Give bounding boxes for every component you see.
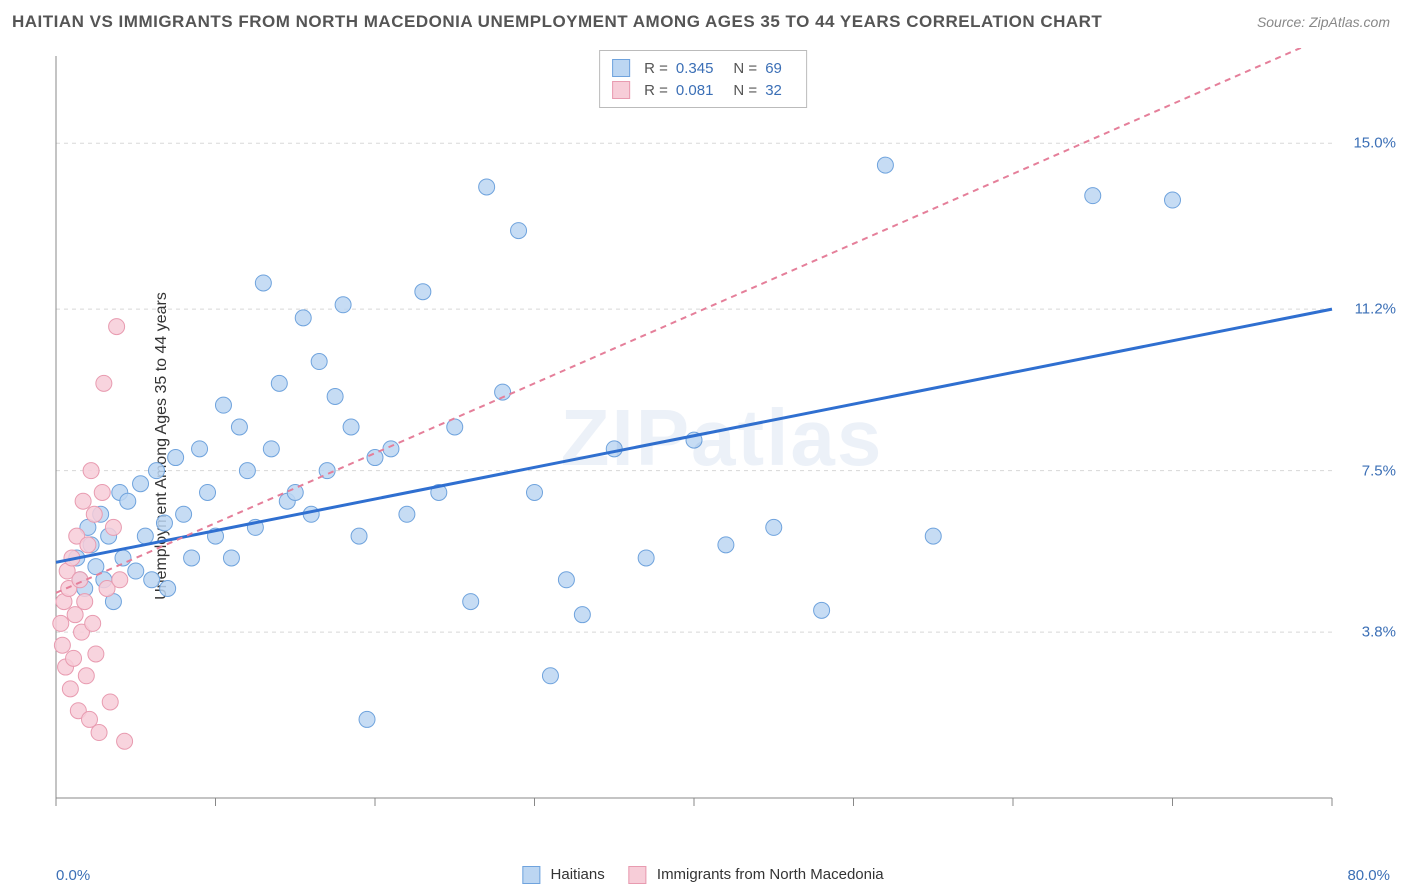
legend-item-macedonia: Immigrants from North Macedonia [629, 866, 884, 884]
chart-plot-area: ZIPatlas [52, 48, 1392, 828]
bottom-legend: Haitians Immigrants from North Macedonia [522, 866, 883, 884]
y-tick-label: 11.2% [1355, 301, 1396, 318]
n-label: N = [733, 60, 757, 77]
legend-swatch-haitians [522, 866, 540, 884]
x-axis-min-label: 0.0% [56, 867, 90, 884]
correlation-legend: R = 0.345 N = 69 R = 0.081 N = 32 [599, 50, 807, 108]
legend-label-haitians: Haitians [551, 866, 605, 883]
n-value-1: 32 [765, 82, 782, 99]
source-attribution: Source: ZipAtlas.com [1257, 14, 1390, 30]
n-label: N = [733, 82, 757, 99]
legend-label-macedonia: Immigrants from North Macedonia [657, 866, 884, 883]
correlation-row-1: R = 0.081 N = 32 [612, 79, 794, 101]
r-value-1: 0.081 [676, 82, 714, 99]
scatter-chart-svg [52, 48, 1392, 828]
y-tick-label: 7.5% [1362, 462, 1396, 479]
r-value-0: 0.345 [676, 60, 714, 77]
correlation-row-0: R = 0.345 N = 69 [612, 57, 794, 79]
r-swatch-haitians [612, 59, 630, 77]
y-tick-label: 15.0% [1353, 135, 1396, 152]
y-tick-label: 3.8% [1362, 624, 1396, 641]
legend-swatch-macedonia [629, 866, 647, 884]
chart-title: HAITIAN VS IMMIGRANTS FROM NORTH MACEDON… [12, 12, 1102, 32]
r-swatch-macedonia [612, 81, 630, 99]
legend-item-haitians: Haitians [522, 866, 604, 884]
n-value-0: 69 [765, 60, 782, 77]
r-label: R = [644, 82, 668, 99]
x-axis-max-label: 80.0% [1347, 867, 1390, 884]
r-label: R = [644, 60, 668, 77]
